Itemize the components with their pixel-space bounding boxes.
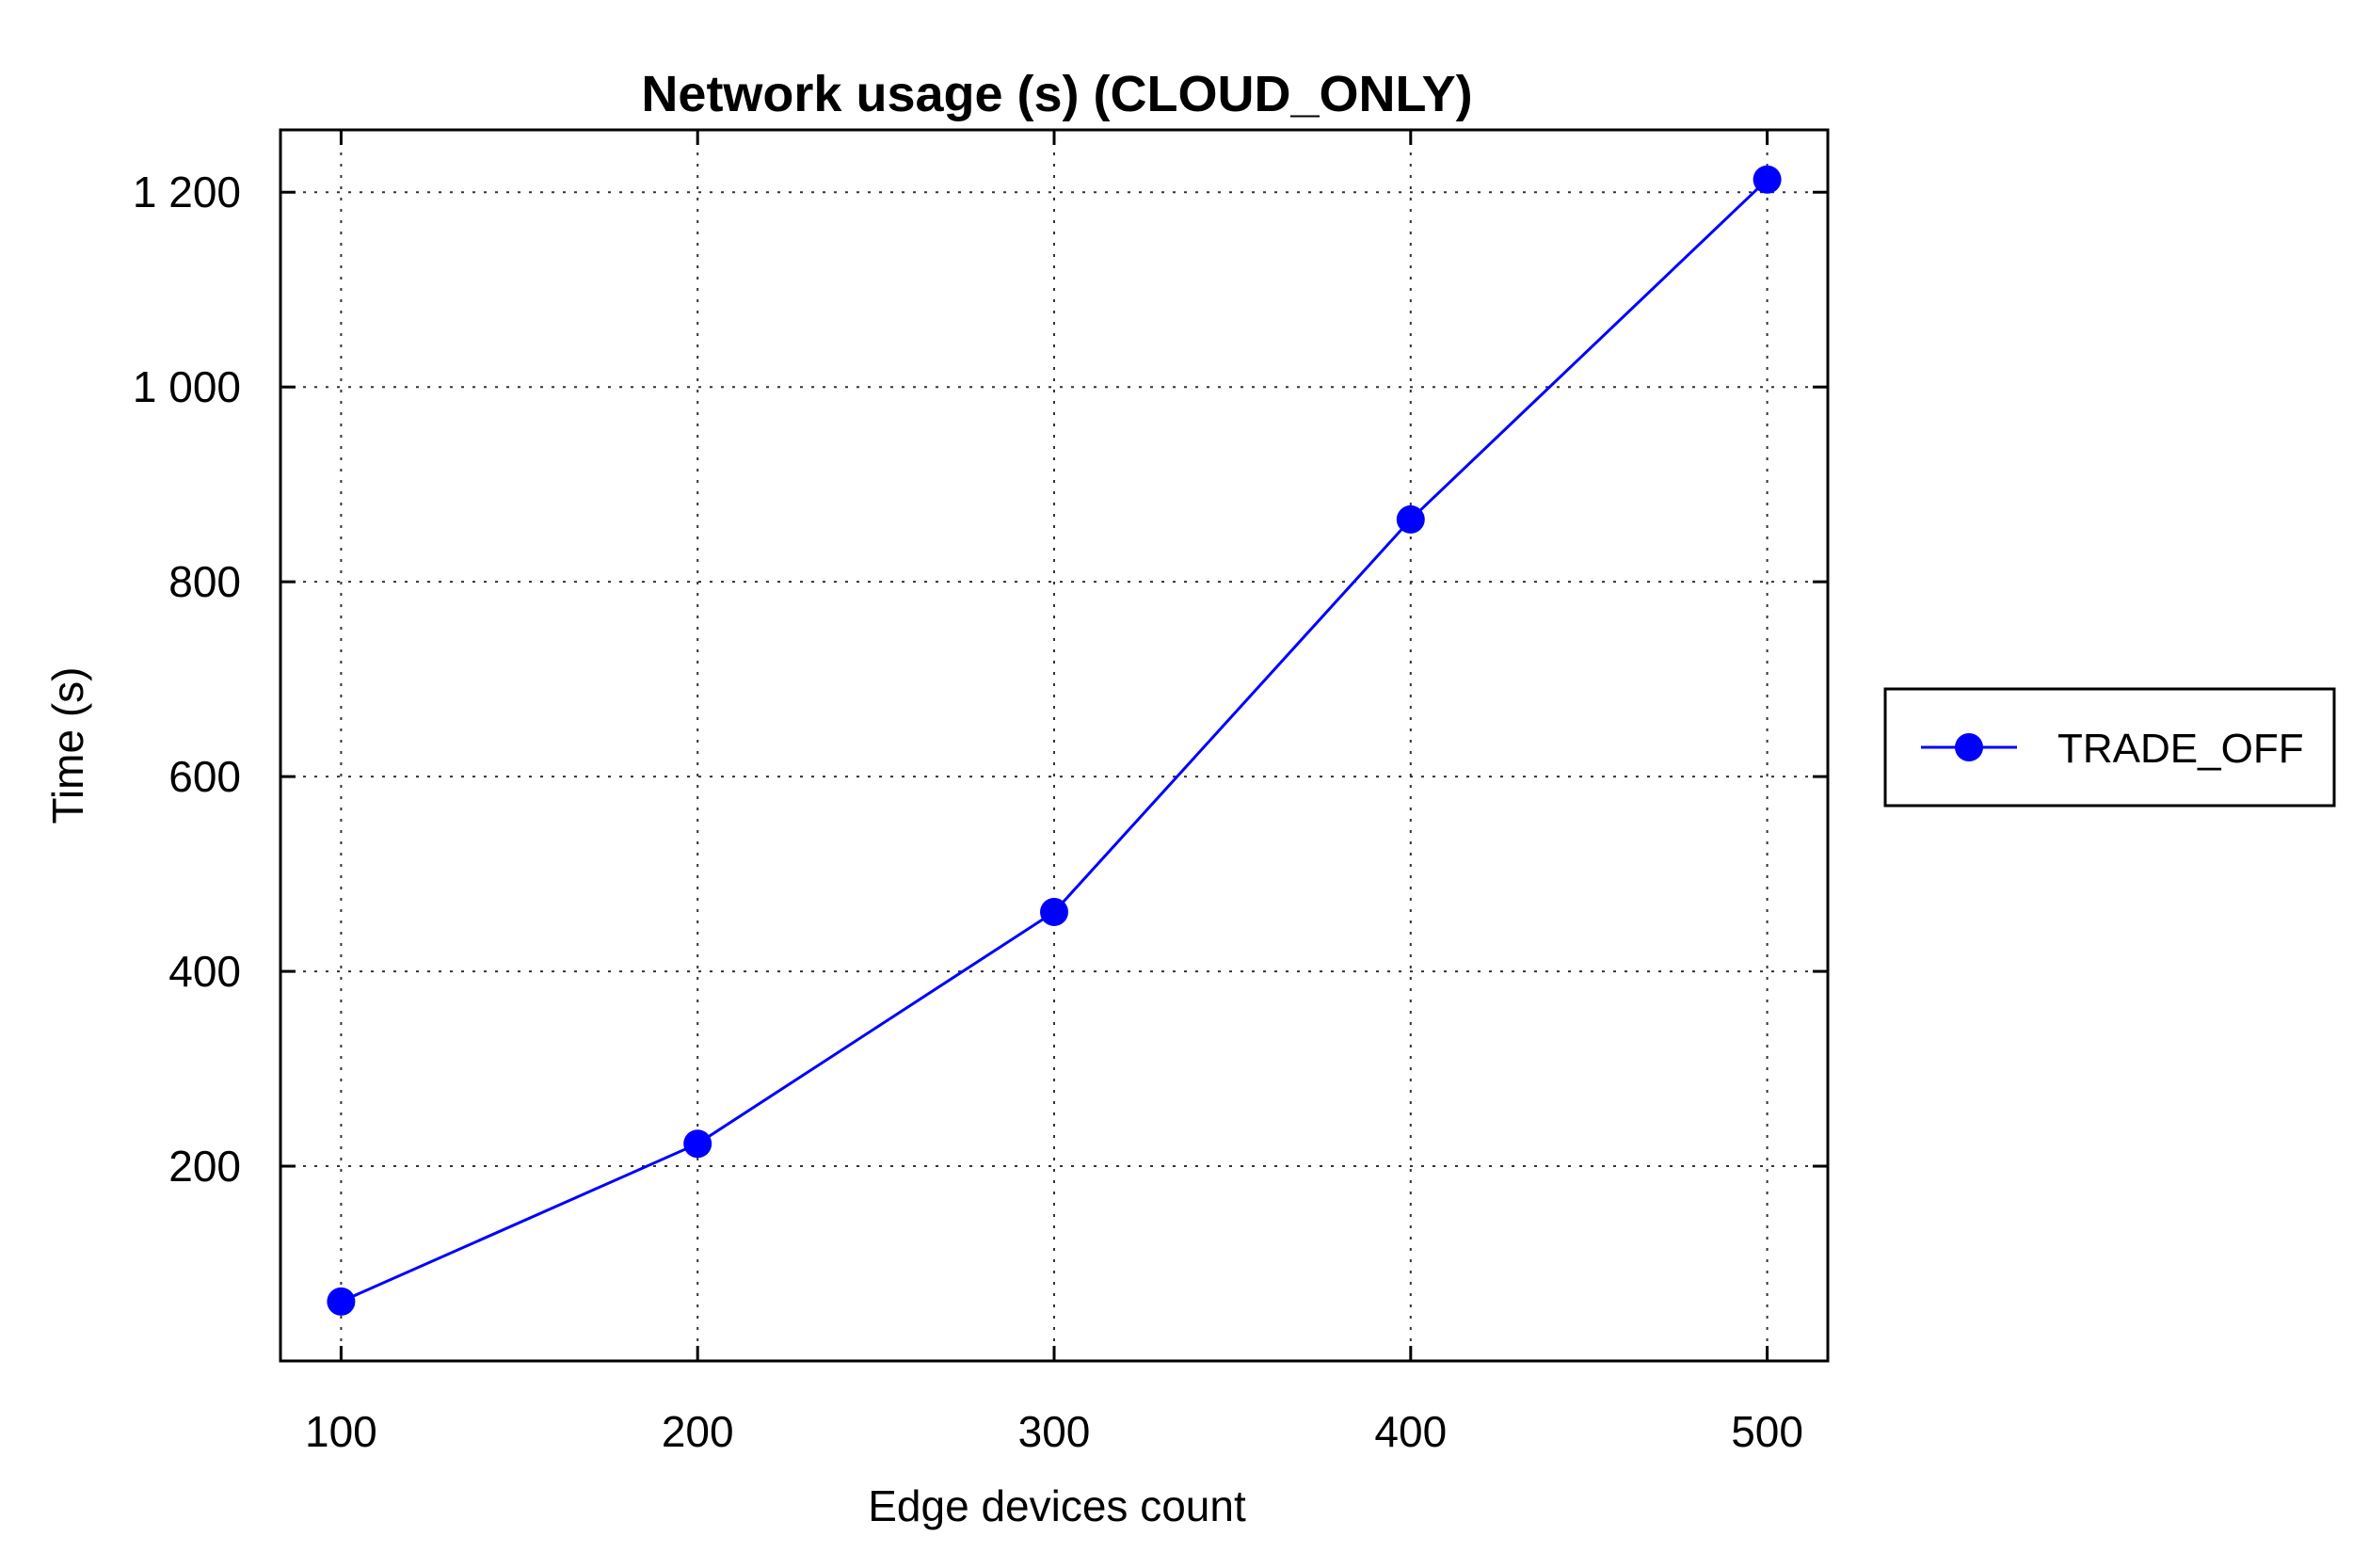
x-tick-label: 500 xyxy=(1731,1407,1803,1456)
data-point xyxy=(1753,165,1782,194)
y-tick-label: 800 xyxy=(168,557,241,606)
y-tick-label: 1 000 xyxy=(133,362,241,411)
y-axis-label: Time (s) xyxy=(43,667,92,824)
axis-ticks: 100 200 300 400 500 200 400 600 800 1 000 1 200 xyxy=(133,130,1828,1456)
legend-marker-trade-off xyxy=(1955,733,1983,761)
y-tick-label: 200 xyxy=(168,1142,241,1191)
x-tick-label: 400 xyxy=(1374,1407,1447,1456)
data-point xyxy=(683,1129,712,1159)
chart-title: Network usage (s) (CLOUD_ONLY) xyxy=(641,66,1472,122)
x-tick-label: 300 xyxy=(1018,1407,1091,1456)
y-tick-label: 600 xyxy=(168,752,241,801)
series-layer xyxy=(327,165,1782,1316)
plot-area-frame xyxy=(279,128,1830,1363)
y-tick-label: 1 200 xyxy=(133,168,241,216)
x-tick-label: 200 xyxy=(662,1407,734,1456)
legend-label-trade-off: TRADE_OFF xyxy=(2057,726,2304,772)
x-axis-label: Edge devices count xyxy=(868,1481,1246,1530)
data-point xyxy=(327,1287,356,1316)
y-tick-label: 400 xyxy=(168,947,241,996)
legend: TRADE_OFF xyxy=(1883,687,2336,808)
data-point xyxy=(1040,897,1068,926)
data-point xyxy=(1396,504,1425,534)
x-tick-label: 100 xyxy=(305,1407,377,1456)
grid-lines xyxy=(280,130,1828,1361)
